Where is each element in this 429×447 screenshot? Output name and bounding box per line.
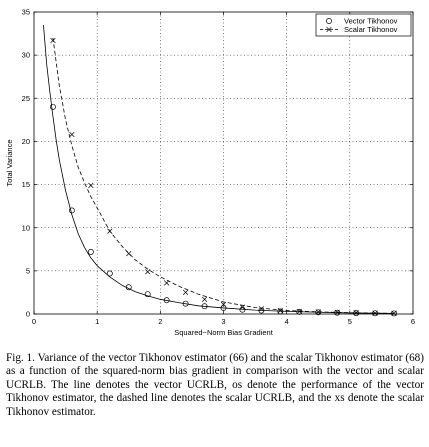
vector-tikhonov-marker (125, 284, 132, 291)
y-tick-label: 15 (22, 180, 30, 189)
scalar-tikhonov-marker (391, 310, 397, 316)
vector-tikhonov-marker (144, 291, 151, 298)
series-vector-tikhonov (43, 24, 397, 317)
vector-tikhonov-line (43, 24, 395, 314)
x-marker-stroke (69, 131, 75, 138)
x-marker-stroke (334, 309, 340, 315)
x-marker-stroke (164, 280, 170, 286)
figure-caption: Fig. 1. Variance of the vector Tikhonov … (6, 352, 424, 418)
vector-tikhonov-marker (106, 270, 113, 277)
x-tick-label: 0 (32, 317, 36, 326)
x-tick-label: 5 (348, 317, 352, 326)
x-marker-stroke (326, 26, 332, 33)
y-tick-label: 0 (26, 310, 30, 319)
x-marker-stroke (50, 37, 56, 44)
scalar-tikhonov-marker (164, 280, 170, 286)
vector-tikhonov-marker (50, 103, 56, 110)
scalar-tikhonov-marker (50, 37, 56, 44)
vector-tikhonov-marker (296, 308, 303, 315)
x-marker-stroke (88, 182, 94, 189)
y-tick-label: 30 (22, 51, 30, 60)
scalar-tikhonov-marker (353, 310, 359, 316)
scalar-tikhonov-marker (182, 289, 189, 296)
legend-marker-sample (326, 26, 332, 33)
scalar-tikhonov-marker (69, 131, 75, 138)
x-marker-stroke (182, 289, 189, 296)
x-tick-label: 6 (411, 317, 415, 326)
y-tick-label: 25 (22, 94, 30, 103)
grid-lines (34, 12, 413, 314)
y-tick-label: 20 (22, 137, 30, 146)
vector-tikhonov-marker (87, 248, 94, 255)
x-marker-stroke (353, 310, 359, 316)
scalar-tikhonov-marker (88, 182, 94, 189)
y-tick-label: 5 (26, 266, 30, 275)
vector-tikhonov-marker (201, 303, 208, 310)
x-marker-stroke (391, 310, 397, 316)
scalar-tikhonov-line (52, 37, 395, 314)
scalar-tikhonov-marker (277, 307, 283, 314)
scalar-tikhonov-marker (107, 228, 113, 234)
y-axis-title: Total Variance (5, 140, 14, 187)
x-marker-stroke (201, 296, 208, 302)
scalar-tikhonov-marker (145, 269, 151, 275)
scalar-tikhonov-marker (126, 250, 132, 257)
x-marker-stroke (296, 308, 302, 315)
vector-tikhonov-marker (277, 308, 284, 315)
x-marker-stroke (220, 301, 227, 308)
x-marker-stroke (145, 269, 151, 275)
legend-label: Vector Tikhonov (344, 17, 398, 26)
scalar-tikhonov-marker (296, 308, 302, 315)
y-tick-label: 35 (22, 8, 30, 17)
x-tick-label: 4 (285, 317, 289, 326)
x-marker-stroke (258, 306, 265, 312)
series-scalar-tikhonov (50, 37, 397, 316)
scalar-tikhonov-marker (372, 310, 378, 316)
scalar-tikhonov-marker (334, 309, 340, 315)
x-marker-stroke (126, 250, 132, 257)
legend-label: Scalar Tikhonov (344, 25, 398, 34)
scalar-tikhonov-marker (220, 301, 227, 308)
x-tick-label: 2 (158, 317, 162, 326)
x-tick-label: 1 (95, 317, 99, 326)
scalar-tikhonov-marker (258, 306, 265, 312)
x-marker-stroke (277, 307, 283, 314)
legend-marker-sample (326, 18, 332, 24)
vector-tikhonov-marker (182, 300, 189, 307)
x-tick-label: 3 (221, 317, 225, 326)
vector-tikhonov-marker (68, 207, 75, 214)
x-marker-stroke (239, 304, 246, 310)
scalar-tikhonov-marker (239, 304, 246, 310)
x-marker-stroke (107, 228, 113, 234)
series-layer (43, 24, 397, 317)
legend-item-scalar-tikhonov: Scalar Tikhonov (320, 25, 398, 34)
x-axis-title: Squared−Norm Bias Gradient (174, 328, 274, 337)
vector-tikhonov-marker (220, 305, 227, 311)
y-tick-label: 10 (22, 223, 30, 232)
legend-item-vector-tikhonov: Vector Tikhonov (326, 17, 398, 26)
x-marker-stroke (315, 309, 321, 315)
scalar-tikhonov-marker (315, 309, 321, 315)
legend-box (315, 13, 412, 37)
vector-tikhonov-marker (163, 297, 170, 304)
scalar-tikhonov-marker (201, 296, 208, 302)
axis-ticks: 0 1 2 3 4 5 6 0 5 10 15 20 25 30 35 (22, 8, 415, 326)
x-marker-stroke (372, 310, 378, 316)
